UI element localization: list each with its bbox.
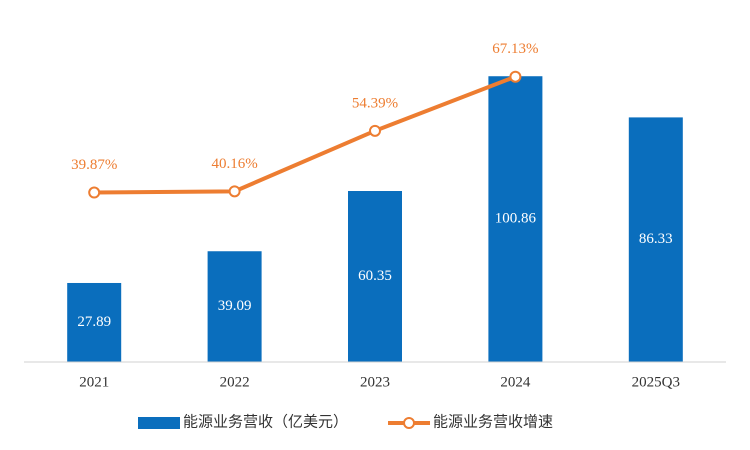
x-tick-label: 2021 <box>79 374 109 390</box>
legend-swatch <box>138 417 180 429</box>
legend-label: 能源业务营收（亿美元） <box>183 413 348 430</box>
bar-label: 39.09 <box>218 298 252 314</box>
line-marker <box>88 186 101 199</box>
bar-label: 86.33 <box>639 231 673 247</box>
line-label: 40.16% <box>211 156 257 172</box>
bar <box>488 76 543 362</box>
bar-label: 100.86 <box>495 211 537 227</box>
line-label: 39.87% <box>71 157 117 173</box>
line-label: 67.13% <box>492 41 538 57</box>
bar <box>348 191 402 362</box>
x-tick-label: 2024 <box>500 374 531 390</box>
legend-label: 能源业务营收增速 <box>433 413 553 430</box>
line-marker <box>369 124 381 137</box>
x-tick-label: 2022 <box>220 374 250 390</box>
bar <box>67 282 122 362</box>
bar <box>628 117 683 362</box>
line-marker <box>228 185 241 198</box>
x-tick-label: 2025Q3 <box>632 374 680 390</box>
bar-label: 60.35 <box>358 268 392 284</box>
x-tick-label: 2023 <box>360 374 390 390</box>
line <box>94 74 517 195</box>
line-marker <box>509 70 522 83</box>
legend-swatch-marker <box>403 417 416 429</box>
line-label: 54.39% <box>352 95 398 111</box>
bar <box>207 251 262 362</box>
bar-label: 27.89 <box>77 314 111 330</box>
